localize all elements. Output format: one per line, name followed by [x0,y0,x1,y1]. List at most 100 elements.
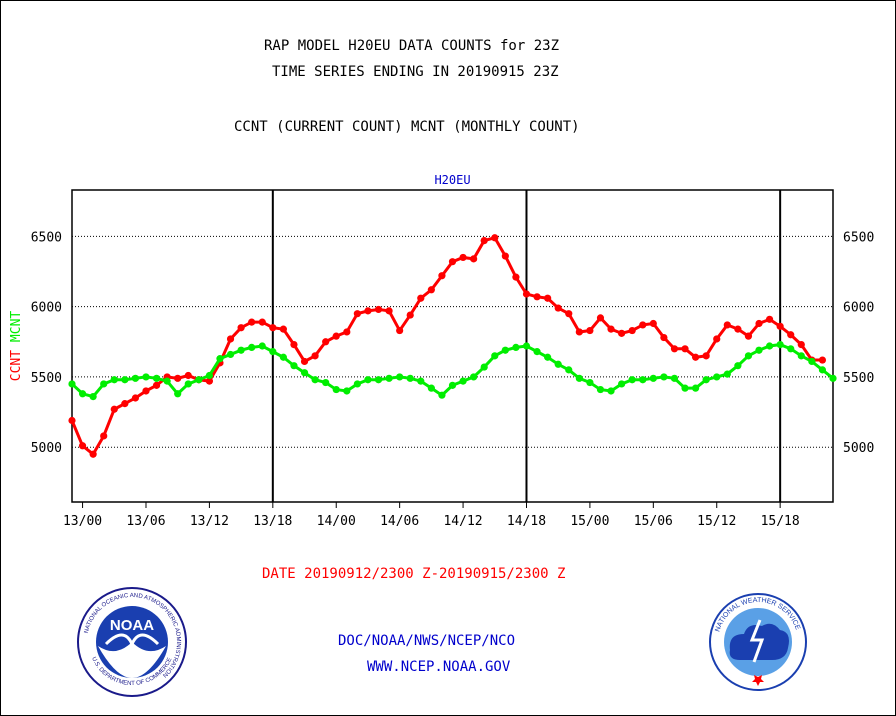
data-point-ccnt [649,319,657,328]
data-point-ccnt [121,400,129,408]
data-point-ccnt [765,315,774,323]
data-point-ccnt [248,318,256,326]
data-point-mcnt [744,352,753,360]
data-point-mcnt [110,376,118,384]
plot-title: H20EU [434,173,470,187]
data-point-mcnt [765,342,774,350]
data-point-ccnt [607,325,615,333]
x-tick-label: 13/06 [126,514,165,529]
data-point-mcnt [565,366,573,374]
data-point-mcnt [343,387,351,395]
x-tick-label: 13/18 [253,514,292,529]
data-point-mcnt [300,369,309,377]
data-point-mcnt [618,380,626,388]
data-point-mcnt [670,374,679,382]
data-point-ccnt [89,450,97,458]
data-point-ccnt [544,294,552,302]
data-point-ccnt [723,321,731,329]
data-point-mcnt [681,384,689,392]
data-point-mcnt [554,360,562,368]
data-point-ccnt [734,325,742,333]
data-point-mcnt [818,366,827,374]
y-tick-label-left: 5000 [31,441,62,456]
data-point-ccnt [174,374,182,382]
data-point-mcnt [174,390,182,398]
data-point-ccnt [565,310,573,318]
data-point-ccnt [755,319,763,328]
noaa-logo: NOAA NATIONAL OCEANIC AND ATMOSPHERIC AD… [77,587,187,697]
data-point-mcnt [575,374,583,382]
data-point-mcnt [491,352,499,360]
data-point-mcnt [279,353,287,361]
data-point-mcnt [374,376,383,384]
data-point-ccnt [258,318,266,326]
plot-frame [71,189,834,503]
data-point-mcnt [78,390,87,398]
data-point-ccnt [776,322,784,330]
data-point-mcnt [258,342,266,350]
data-point-mcnt [649,374,657,382]
x-tick-label: 14/12 [443,514,482,529]
data-point-ccnt [78,442,87,450]
data-point-mcnt [406,374,414,382]
data-point-mcnt [68,380,76,388]
data-point-ccnt [100,432,108,440]
x-tick-label: 13/12 [190,514,229,529]
data-point-mcnt [639,376,647,384]
data-point-ccnt [459,253,467,262]
data-point-mcnt [131,374,140,382]
data-point-ccnt [501,252,509,260]
data-point-ccnt [639,321,647,329]
data-point-mcnt [660,373,668,381]
date-range-label: DATE 20190912/2300 Z-20190915/2300 Z [262,566,566,582]
data-point-mcnt [427,384,435,392]
data-point-mcnt [607,387,615,395]
data-point-mcnt [121,376,129,384]
data-point-mcnt [713,373,721,381]
data-point-mcnt [829,374,837,382]
data-point-mcnt [734,362,742,370]
data-point-ccnt [343,328,351,336]
data-point-mcnt [501,346,509,354]
data-point-ccnt [787,331,795,339]
data-point-ccnt [670,345,679,353]
data-point-mcnt [723,370,731,378]
data-point-mcnt [586,378,594,387]
data-point-mcnt [237,346,245,354]
data-point-mcnt [459,377,467,385]
data-point-ccnt [269,324,277,332]
data-point-ccnt [480,236,488,245]
data-point-mcnt [417,377,425,385]
data-point-mcnt [163,377,171,385]
data-point-ccnt [681,345,689,353]
data-point-ccnt [438,272,446,280]
title-line-1: RAP MODEL H20EU DATA COUNTS for 23Z [264,38,560,54]
data-point-ccnt [554,304,562,312]
data-point-mcnt [205,371,214,380]
x-tick-label: 14/00 [317,514,356,529]
url-label: WWW.NCEP.NOAA.GOV [367,659,511,675]
data-point-mcnt [596,385,605,394]
data-point-mcnt [100,380,108,388]
data-point-mcnt [216,355,224,363]
data-point-ccnt [332,332,340,340]
data-point-ccnt [205,377,214,385]
data-point-mcnt [385,374,393,382]
data-point-mcnt [755,346,763,354]
data-point-ccnt [596,314,605,322]
data-point-ccnt [417,294,425,302]
data-point-mcnt [396,373,404,381]
data-point-mcnt [195,376,203,384]
data-point-ccnt [491,234,499,242]
data-point-ccnt [470,255,478,263]
data-point-ccnt [152,381,161,389]
x-tick-label: 13/00 [63,514,102,529]
data-point-mcnt [808,357,816,366]
noaa-logo-text: NOAA [110,617,154,634]
data-point-ccnt [300,357,309,366]
data-point-ccnt [322,338,330,346]
data-point-mcnt [522,342,531,350]
x-tick-label: 14/06 [380,514,419,529]
data-point-ccnt [385,307,393,315]
org-label: DOC/NOAA/NWS/NCEP/NCO [338,633,516,649]
